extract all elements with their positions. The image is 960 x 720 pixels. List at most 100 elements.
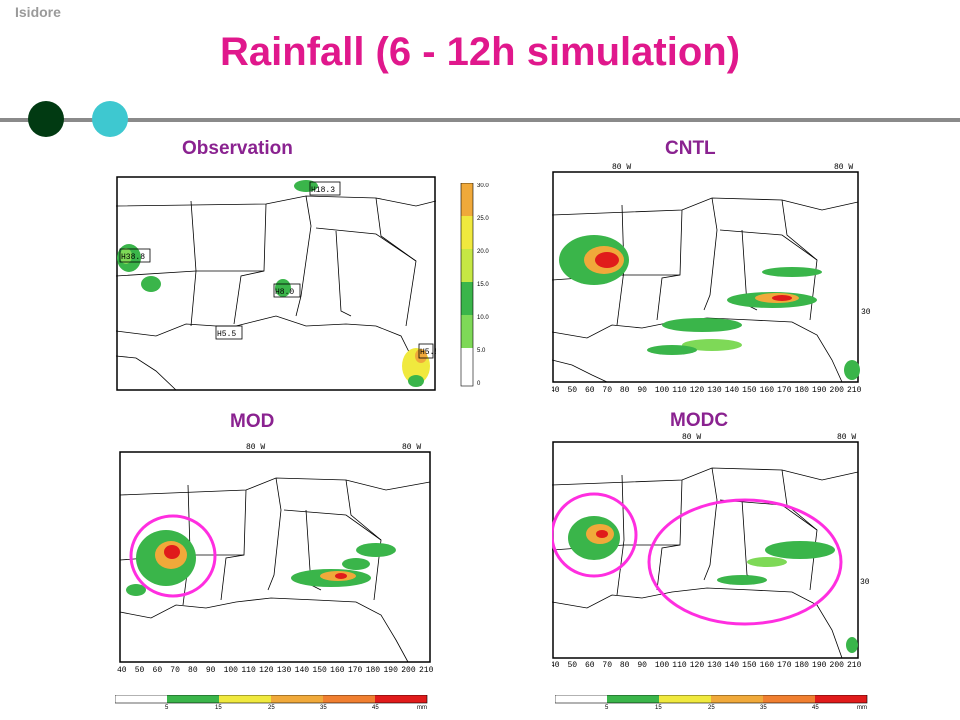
obs-tag-2: H38.8 xyxy=(121,253,145,262)
modc-x-tick: 50 xyxy=(567,661,577,670)
mod-x-tick: 80 xyxy=(188,666,198,675)
obs-tag-1: H18.3 xyxy=(311,186,335,195)
mod-cb-5: 5 xyxy=(165,705,169,709)
cntl-lat: 30 N xyxy=(861,308,872,317)
observation-colorbar: 30.0 25.0 20.0 15.0 10.0 5.0 0 xyxy=(460,183,489,387)
modc-x-tick: 40 xyxy=(552,661,560,670)
obs-cb-10: 10.0 xyxy=(477,315,489,321)
mod-x-tick: 90 xyxy=(206,666,216,675)
obs-tag-3: H8.0 xyxy=(275,288,294,297)
modc-x-tick: 60 xyxy=(585,661,595,670)
cntl-map: 80 W 80 W 30 N 4050607080901001101201301… xyxy=(552,160,872,396)
cntl-x-tick: 60 xyxy=(585,386,595,395)
cntl-x-tick: 80 xyxy=(620,386,630,395)
cntl-x-tick: 190 xyxy=(812,386,827,395)
obs-tag-5: H5.5 xyxy=(420,348,436,357)
modc-x-tick: 210 xyxy=(847,661,862,670)
modc-x-tick: 120 xyxy=(690,661,705,670)
mod-x-tick: 40 xyxy=(117,666,127,675)
mod-x-tick: 190 xyxy=(383,666,398,675)
mod-x-tick: 160 xyxy=(330,666,345,675)
modc-cb-15: 15 xyxy=(655,705,662,709)
modc-lon-1: 80 W xyxy=(682,433,701,442)
mod-x-tick: 130 xyxy=(277,666,292,675)
cntl-x-tick: 70 xyxy=(602,386,612,395)
modc-cb-unit: mm xyxy=(857,705,867,709)
obs-cb-0: 0 xyxy=(477,381,481,387)
obs-cb-20: 20.0 xyxy=(477,249,489,255)
slide-title: Rainfall (6 - 12h simulation) xyxy=(219,30,741,74)
modc-x-tick: 130 xyxy=(707,661,722,670)
mod-colorbar: 5 15 25 35 45 mm xyxy=(115,695,428,709)
cntl-x-tick: 130 xyxy=(707,386,722,395)
modc-x-tick: 190 xyxy=(812,661,827,670)
obs-cb-30: 30.0 xyxy=(477,183,489,189)
obs-cb-25: 25.0 xyxy=(477,216,489,222)
observation-map: H18.3 H38.8 H8.0 H5.5 H5.5 xyxy=(116,176,436,391)
mod-lon-1: 80 W xyxy=(246,443,265,452)
cntl-x-tick: 210 xyxy=(847,386,862,395)
cntl-x-tick: 40 xyxy=(552,386,560,395)
bullet-dot-dark xyxy=(28,101,64,137)
mod-x-tick: 120 xyxy=(259,666,274,675)
cntl-x-tick: 150 xyxy=(742,386,757,395)
label-observation: Observation xyxy=(182,138,293,159)
mod-x-tick: 180 xyxy=(366,666,381,675)
modc-lon-2: 80 W xyxy=(837,433,856,442)
title-divider xyxy=(0,118,960,122)
cntl-x-ticks: 40 50 60 70 80 90 100 110 120 130 140 150 160 170 180 1… xyxy=(552,386,862,395)
cntl-x-tick: 160 xyxy=(760,386,775,395)
cntl-x-tick: 50 xyxy=(567,386,577,395)
mod-x-tick: 100 xyxy=(224,666,239,675)
mod-lon-2: 80 W xyxy=(402,443,421,452)
obs-cb-5: 5.0 xyxy=(477,348,486,354)
mod-cb-25: 25 xyxy=(268,705,275,709)
label-modc: MODC xyxy=(670,410,729,431)
mod-cb-unit: mm xyxy=(417,705,427,709)
cntl-x-tick: 180 xyxy=(795,386,810,395)
mod-x-tick: 170 xyxy=(348,666,363,675)
modc-x-tick: 170 xyxy=(777,661,792,670)
modc-x-tick: 140 xyxy=(725,661,740,670)
cntl-lon-2: 80 W xyxy=(834,163,853,172)
mod-x-ticks: 40 50 60 70 80 90 100 110 120 130 140 150 160 170 180 1… xyxy=(117,666,434,675)
modc-x-tick: 150 xyxy=(742,661,757,670)
label-mod: MOD xyxy=(230,411,275,432)
mod-x-tick: 110 xyxy=(241,666,256,675)
modc-cb-25: 25 xyxy=(708,705,715,709)
modc-lat: 30 N xyxy=(860,578,872,587)
obs-cb-15: 15.0 xyxy=(477,282,489,288)
modc-cb-35: 35 xyxy=(760,705,767,709)
modc-x-tick: 110 xyxy=(672,661,687,670)
cntl-x-tick: 90 xyxy=(637,386,647,395)
modc-x-tick: 80 xyxy=(620,661,630,670)
modc-map: 80 W 80 W 30 N 4050607080901001101201301… xyxy=(552,430,872,670)
cntl-x-tick: 110 xyxy=(672,386,687,395)
modc-x-tick: 160 xyxy=(760,661,775,670)
header-tag: Isidore xyxy=(15,4,61,20)
cntl-x-tick: 140 xyxy=(725,386,740,395)
mod-x-tick: 140 xyxy=(295,666,310,675)
cntl-x-tick: 120 xyxy=(690,386,705,395)
mod-x-tick: 150 xyxy=(312,666,327,675)
mod-x-tick: 200 xyxy=(401,666,416,675)
cntl-x-tick: 100 xyxy=(655,386,670,395)
modc-x-tick: 70 xyxy=(602,661,612,670)
mod-cb-35: 35 xyxy=(320,705,327,709)
modc-x-ticks: 40 50 60 70 80 90 100 110 120 130 140 150 160 170 180 1… xyxy=(552,661,862,670)
modc-cb-45: 45 xyxy=(812,705,819,709)
bullet-dot-cyan xyxy=(92,101,128,137)
modc-colorbar: 5 15 25 35 45 mm xyxy=(555,695,868,709)
mod-x-tick: 60 xyxy=(153,666,163,675)
modc-x-tick: 180 xyxy=(795,661,810,670)
mod-x-tick: 50 xyxy=(135,666,145,675)
mod-x-tick: 70 xyxy=(170,666,180,675)
modc-cb-5: 5 xyxy=(605,705,609,709)
mod-map: 80 W 80 W 40 50 60 70 80 90 100 110 120 130 140 150… xyxy=(116,440,436,676)
cntl-x-tick: 200 xyxy=(830,386,845,395)
cntl-x-tick: 170 xyxy=(777,386,792,395)
label-cntl: CNTL xyxy=(665,138,716,159)
mod-cb-15: 15 xyxy=(215,705,222,709)
mod-cb-45: 45 xyxy=(372,705,379,709)
cntl-lon-1: 80 W xyxy=(612,163,631,172)
